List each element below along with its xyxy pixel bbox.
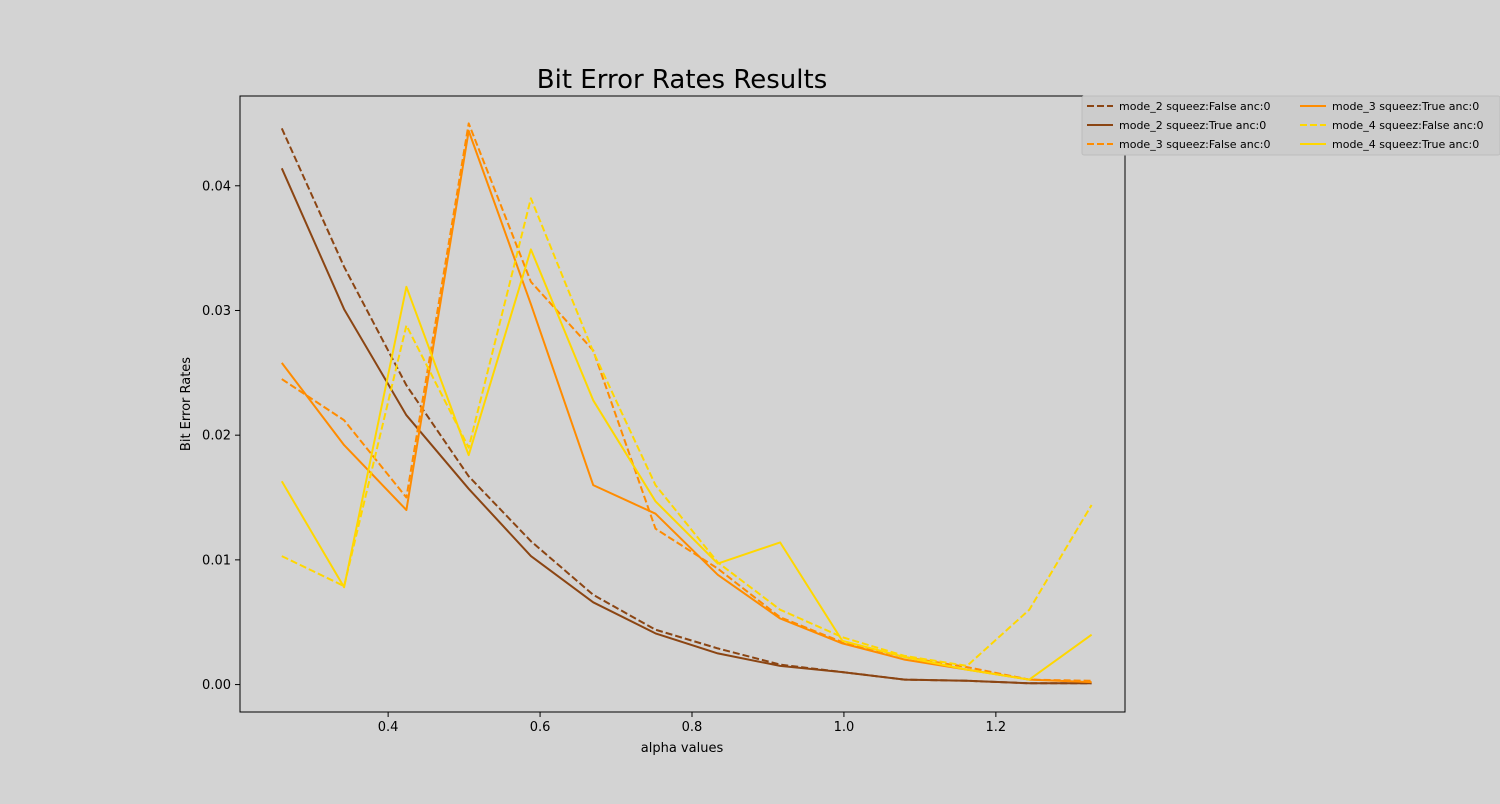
x-axis-label: alpha values [641, 741, 724, 756]
legend-entry: mode_2 squeez:True anc:0 [1119, 119, 1266, 132]
x-axis: 0.4 0.6 0.8 1.0 1.2 [378, 712, 1006, 735]
legend-entry: mode_2 squeez:False anc:0 [1119, 100, 1270, 113]
y-tick-label: 0.04 [202, 179, 231, 194]
x-tick-label: 0.6 [530, 720, 551, 735]
legend: mode_2 squeez:False anc:0 mode_2 squeez:T… [1081, 95, 1500, 156]
legend-entry: mode_3 squeez:False anc:0 [1119, 138, 1270, 151]
series-line-2 [280, 167, 1092, 685]
y-tick-label: 0.01 [202, 553, 231, 568]
legend-box [1081, 95, 1500, 156]
legend-entry: mode_4 squeez:True anc:0 [1332, 138, 1479, 151]
y-axis: 0.00 0.01 0.02 0.03 0.04 [202, 179, 240, 693]
chart-title: Bit Error Rates Results [537, 65, 827, 95]
x-tick-label: 0.8 [682, 720, 703, 735]
x-tick-label: 0.4 [378, 720, 399, 735]
legend-entry: mode_3 squeez:True anc:0 [1332, 100, 1479, 113]
series-line-3 [281, 122, 1092, 682]
series-layer [280, 122, 1093, 685]
x-tick-label: 1.0 [834, 720, 855, 735]
series-line-6 [280, 248, 1093, 681]
series-line-5 [281, 197, 1093, 667]
y-tick-label: 0.03 [202, 304, 231, 319]
y-tick-label: 0.02 [202, 429, 231, 444]
y-axis-label: Bit Error Rates [179, 357, 194, 451]
y-tick-label: 0.00 [202, 678, 231, 693]
x-tick-label: 1.2 [986, 720, 1007, 735]
legend-entry: mode_4 squeez:False anc:0 [1332, 119, 1483, 132]
plot-area [239, 95, 1126, 713]
